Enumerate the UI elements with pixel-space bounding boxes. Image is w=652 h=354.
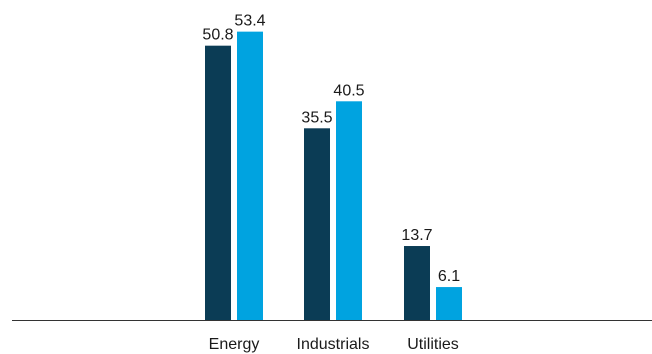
value-label-utilities-series-2: 6.1 <box>438 268 460 285</box>
category-label-utilities: Utilities <box>407 336 459 353</box>
category-labels-layer: Energy Industrials Utilities <box>209 336 459 353</box>
bar-utilities-series-1 <box>404 246 430 320</box>
category-label-industrials: Industrials <box>297 336 370 353</box>
value-label-utilities-series-1: 13.7 <box>401 227 432 244</box>
value-label-industrials-series-1: 35.5 <box>301 109 332 126</box>
bar-energy-series-2 <box>237 31 263 320</box>
value-label-energy-series-2: 53.4 <box>234 13 265 30</box>
value-labels-layer: 50.853.4 35.540.5 13.7 6.1 <box>202 13 460 285</box>
bars-layer <box>205 31 462 321</box>
bar-energy-series-1 <box>205 45 231 321</box>
bar-industrials-series-1 <box>304 128 330 320</box>
bar-industrials-series-2 <box>336 101 362 320</box>
category-label-energy: Energy <box>209 336 260 353</box>
value-label-energy-series-1: 50.8 <box>202 27 233 44</box>
bar-utilities-series-2 <box>436 287 462 320</box>
value-label-industrials-series-2: 40.5 <box>333 82 364 99</box>
